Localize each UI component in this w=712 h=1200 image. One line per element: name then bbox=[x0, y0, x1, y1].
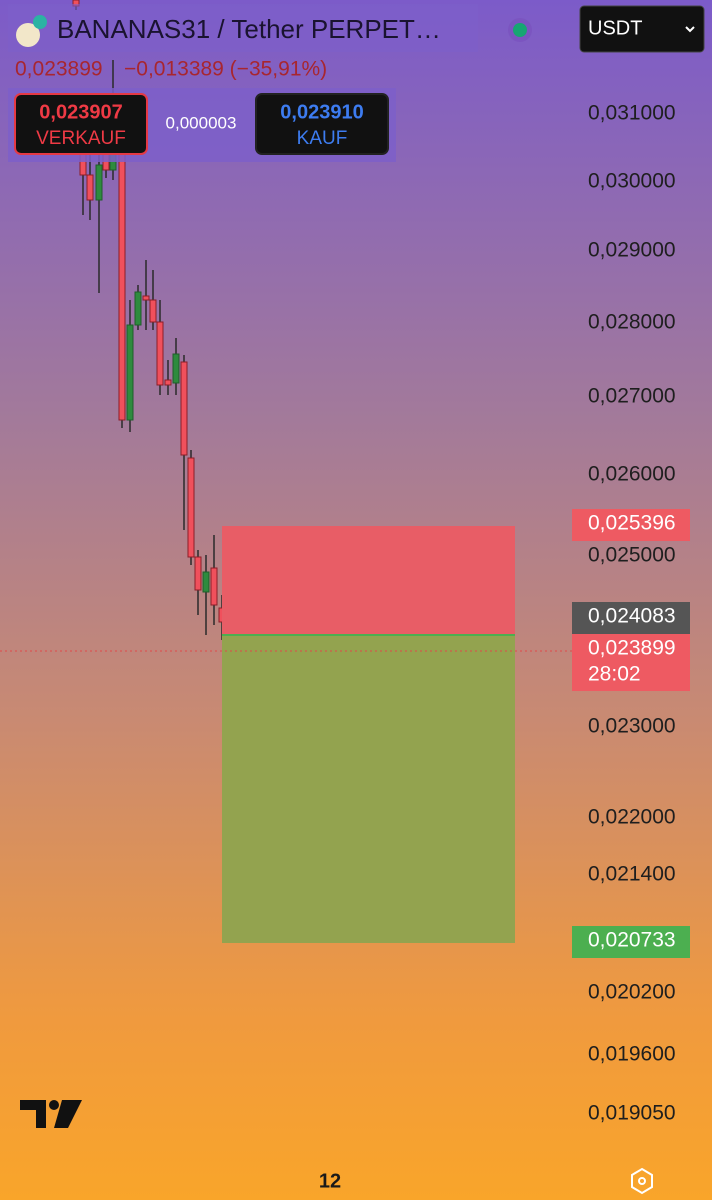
candle-body bbox=[156, 321, 164, 386]
candle-body bbox=[134, 291, 142, 326]
candle-body bbox=[142, 295, 150, 301]
header-bg bbox=[8, 4, 478, 52]
sell-price: 0,023907 bbox=[39, 101, 122, 123]
price-label: 0,019050 bbox=[588, 1102, 676, 1125]
countdown: 28:02 bbox=[588, 663, 641, 686]
price-label: 0,020200 bbox=[588, 981, 676, 1004]
stop-zone bbox=[222, 526, 515, 635]
target-badge bbox=[572, 926, 690, 958]
candle-body bbox=[210, 567, 218, 606]
price-label: 0,030000 bbox=[588, 170, 676, 193]
candle-body bbox=[86, 174, 94, 201]
status-dot bbox=[513, 23, 527, 37]
price-label: 0,028000 bbox=[588, 311, 676, 334]
candle-body bbox=[95, 164, 103, 201]
tv-logo bbox=[20, 1100, 82, 1128]
price-label: 0,025000 bbox=[588, 544, 676, 567]
candle-body bbox=[172, 353, 180, 384]
price-label: 0,023000 bbox=[588, 715, 676, 738]
entry-badge bbox=[572, 602, 690, 634]
dropdown-arrow bbox=[685, 26, 695, 33]
candle-body bbox=[194, 556, 202, 591]
price-label: 0,022000 bbox=[588, 806, 676, 829]
settings-dot bbox=[638, 1177, 646, 1185]
sell-button[interactable] bbox=[14, 93, 148, 155]
price-label: 0,029000 bbox=[588, 239, 676, 262]
change: −0,013389 (−35,91%) bbox=[124, 58, 327, 81]
price-label: 0,021400 bbox=[588, 863, 676, 886]
symbol-title: BANANAS31 / Tether PERPET… bbox=[57, 14, 441, 44]
stop-price: 0,025396 bbox=[588, 512, 676, 535]
price-label: 0,031000 bbox=[588, 102, 676, 125]
spread: 0,000003 bbox=[166, 113, 237, 132]
price-label: 0,026000 bbox=[588, 463, 676, 486]
candle-body bbox=[202, 571, 210, 593]
currency-select[interactable] bbox=[579, 5, 705, 53]
target-zone bbox=[222, 635, 515, 943]
currency: USDT bbox=[588, 17, 642, 39]
buy-button[interactable] bbox=[255, 93, 389, 155]
sell-label: VERKAUF bbox=[36, 128, 126, 149]
target-price: 0,020733 bbox=[588, 929, 676, 952]
candle-body bbox=[180, 361, 188, 456]
symbol-logo bbox=[16, 23, 40, 47]
interval[interactable]: 12 bbox=[319, 1170, 341, 1192]
price-axis: 0,031000 0,030000 0,029000 0,028000 0,027000… bbox=[588, 102, 676, 1125]
settings-icon[interactable] bbox=[631, 1167, 653, 1195]
current-price: 0,023899 bbox=[588, 637, 676, 660]
current-badge bbox=[572, 634, 690, 691]
candle-body bbox=[187, 457, 195, 558]
price-label: 0,027000 bbox=[588, 385, 676, 408]
candle-body bbox=[126, 324, 134, 421]
buy-label: KAUF bbox=[297, 128, 348, 149]
last-price: 0,023899 bbox=[15, 58, 103, 81]
candle-body bbox=[149, 299, 157, 323]
entry-price: 0,024083 bbox=[588, 605, 676, 628]
candle-body bbox=[164, 379, 172, 386]
exchange-logo bbox=[33, 15, 47, 29]
stop-badge bbox=[572, 509, 690, 541]
buy-price: 0,023910 bbox=[280, 101, 363, 123]
candle-body bbox=[118, 149, 126, 421]
price-label: 0,019600 bbox=[588, 1043, 676, 1066]
